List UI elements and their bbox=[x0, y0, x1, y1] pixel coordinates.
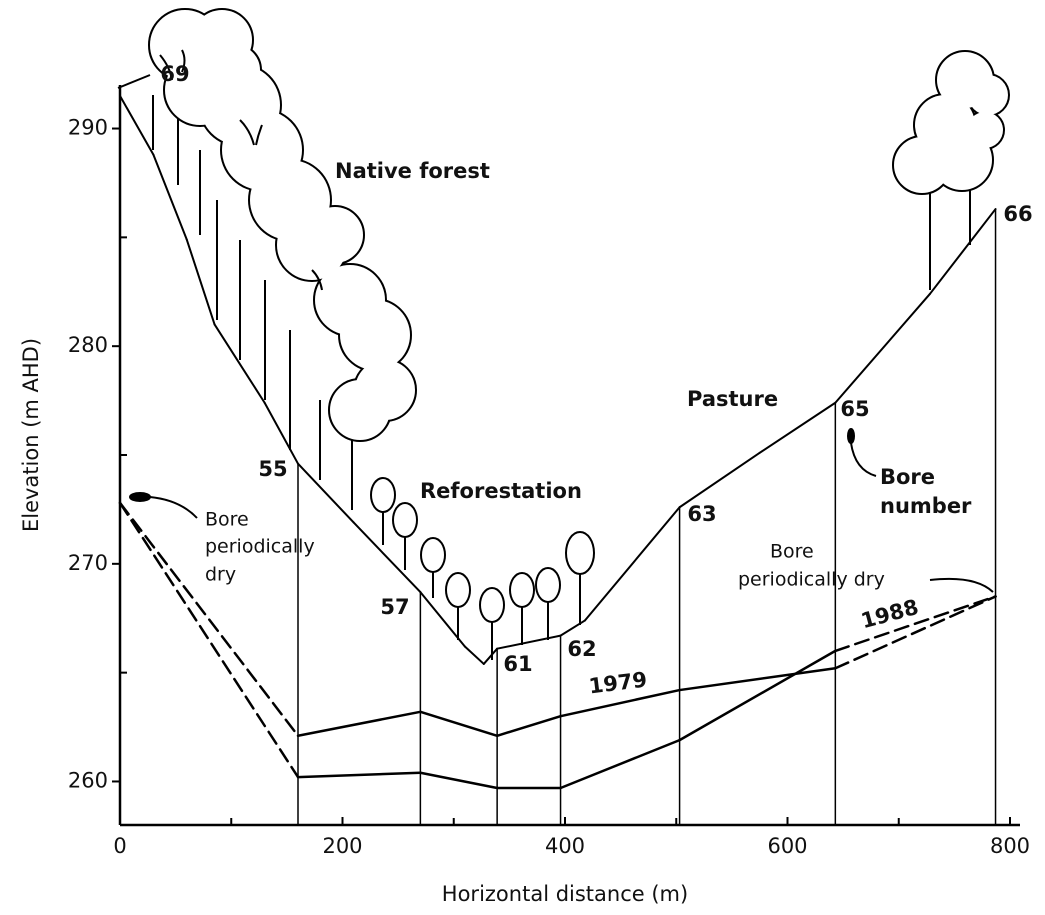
canopy-fill bbox=[330, 380, 390, 440]
canopy-fill bbox=[968, 75, 1008, 115]
region-label: Reforestation bbox=[420, 479, 582, 503]
bore-label: 63 bbox=[687, 502, 716, 526]
annotation: periodically dry bbox=[738, 569, 885, 591]
bore-label: 62 bbox=[567, 637, 596, 661]
canopy-fill bbox=[511, 574, 533, 606]
ground-surface bbox=[298, 464, 354, 523]
x-tick-label: 0 bbox=[113, 834, 126, 858]
y-tick-label: 290 bbox=[68, 116, 108, 140]
water-table bbox=[497, 716, 560, 736]
ground-surface bbox=[153, 155, 186, 240]
y-tick-label: 260 bbox=[68, 768, 108, 792]
annotation: Bore bbox=[205, 509, 249, 531]
y-axis-label: Elevation (m AHD) bbox=[19, 338, 43, 532]
canopy-fill bbox=[422, 539, 444, 571]
water-table bbox=[298, 773, 420, 777]
ground-surface bbox=[585, 507, 680, 620]
x-axis-label: Horizontal distance (m) bbox=[442, 882, 688, 906]
water-table bbox=[561, 740, 680, 788]
bore-label: 69 bbox=[160, 62, 189, 86]
ground-surface bbox=[465, 647, 484, 664]
chart: Native forest Reforestation Pasture Bore… bbox=[0, 0, 1045, 915]
canopy-fill bbox=[372, 479, 394, 511]
x-tick-label: 400 bbox=[545, 834, 585, 858]
canopy-fill bbox=[537, 569, 559, 601]
bore-label: 66 bbox=[1003, 202, 1032, 226]
ground-surface bbox=[120, 96, 153, 155]
annotation: dry bbox=[205, 564, 236, 586]
water-table bbox=[420, 712, 497, 736]
canopy bbox=[150, 10, 1008, 621]
canopy-fill bbox=[340, 300, 410, 370]
water-table bbox=[680, 651, 836, 740]
bore-label: 65 bbox=[840, 397, 869, 421]
bore-label: 61 bbox=[503, 652, 532, 676]
water-table bbox=[680, 668, 836, 690]
canopy-fill bbox=[567, 533, 593, 573]
ground-surface bbox=[265, 403, 298, 464]
ground-surface bbox=[561, 620, 585, 635]
canopy-fill bbox=[481, 589, 503, 621]
ground-surface bbox=[484, 649, 497, 664]
water-table bbox=[420, 773, 497, 788]
x-tick-label: 200 bbox=[322, 834, 362, 858]
annotation: number bbox=[880, 494, 972, 518]
annotation: Bore bbox=[880, 465, 935, 489]
series-label: 1979 bbox=[587, 668, 648, 699]
bore-label: 57 bbox=[380, 595, 409, 619]
series-label: 1988 bbox=[858, 595, 921, 633]
ground-surface bbox=[930, 209, 996, 294]
region-label: Native forest bbox=[335, 159, 490, 183]
region-label: Pasture bbox=[687, 387, 778, 411]
ground-surface bbox=[497, 636, 560, 649]
bore-label: 55 bbox=[258, 457, 287, 481]
water-table bbox=[298, 712, 420, 736]
annotation: Bore bbox=[770, 541, 814, 563]
canopy-fill bbox=[307, 207, 363, 263]
ground-surface bbox=[187, 240, 215, 325]
canopy-fill bbox=[447, 574, 469, 606]
x-tick-label: 600 bbox=[767, 834, 807, 858]
canopy-fill bbox=[394, 504, 416, 536]
y-tick-label: 280 bbox=[68, 333, 108, 357]
canopy-fill bbox=[967, 112, 1003, 148]
x-tick-label: 800 bbox=[990, 834, 1030, 858]
y-tick-label: 270 bbox=[68, 551, 108, 575]
ground-surface bbox=[835, 294, 930, 403]
ground-surface bbox=[680, 453, 760, 507]
